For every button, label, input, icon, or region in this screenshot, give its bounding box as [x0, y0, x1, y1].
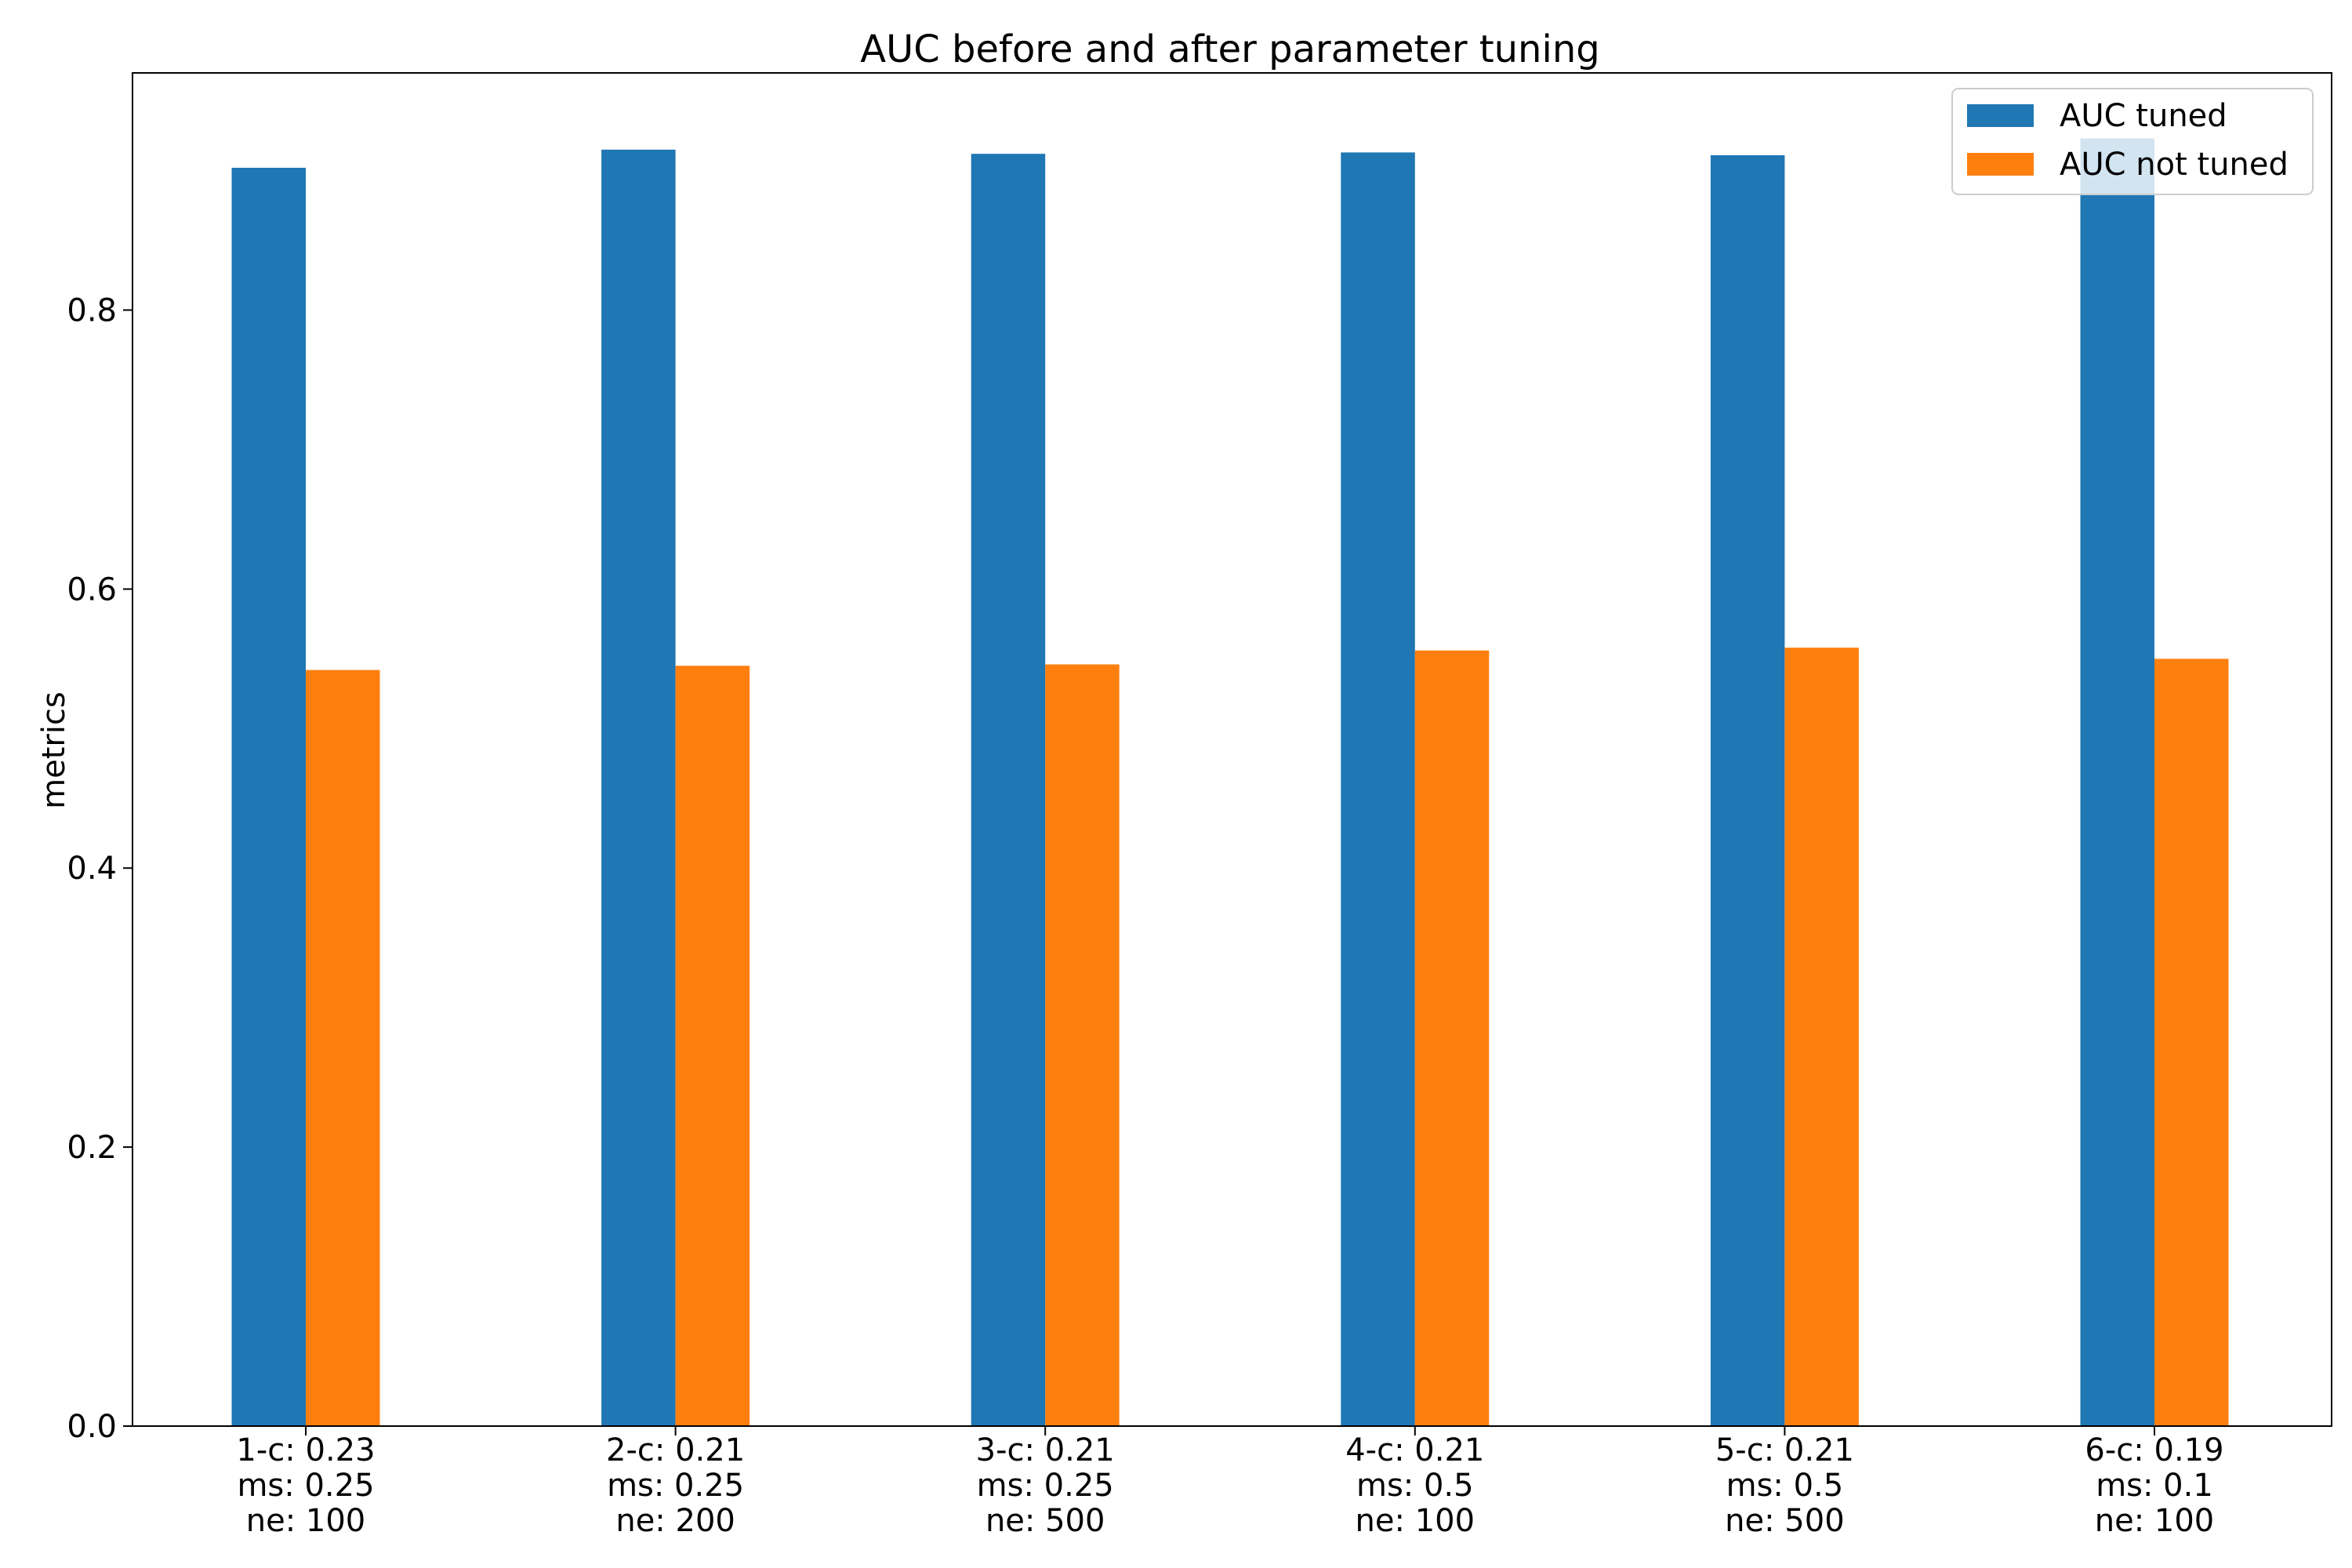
plot-frame: [132, 72, 2332, 1427]
legend-swatch-2: [1967, 153, 2034, 176]
x-tick-label-6: 6-c: 0.19 ms: 0.1 ne: 100: [2085, 1432, 2223, 1539]
bar-tuned-5: [1710, 154, 1785, 1426]
x-tick-label-line: ne: 500: [1725, 1503, 1845, 1539]
bar-not-tuned-6: [2154, 659, 2229, 1426]
y-axis-label: metrics: [36, 691, 72, 809]
x-tick-label-line: ms: 0.25: [977, 1468, 1114, 1504]
x-tick-label-2: 2-c: 0.21 ms: 0.25 ne: 200: [606, 1432, 745, 1539]
x-tick-label-line: ms: 0.5: [1356, 1468, 1474, 1504]
x-tick-label-3: 3-c: 0.21 ms: 0.25 ne: 500: [976, 1432, 1115, 1539]
bar-tuned-6: [2080, 138, 2154, 1427]
bar-tuned-2: [601, 149, 676, 1427]
y-tick-label: 0.2: [67, 1130, 117, 1166]
x-tick-label-line: ne: 100: [246, 1503, 366, 1539]
x-tick-label-line: ne: 100: [1356, 1503, 1475, 1539]
legend-label-2: AUC not tuned: [2060, 147, 2288, 183]
x-tick-label-4: 4-c: 0.21 ms: 0.5 ne: 100: [1345, 1432, 1484, 1539]
bar-tuned-4: [1341, 152, 1415, 1426]
legend-box: [1951, 88, 2314, 195]
bar-not-tuned-4: [1414, 650, 1490, 1426]
legend-swatch-1: [1967, 104, 2034, 127]
y-tick-label: 0.6: [67, 572, 117, 608]
bars-layer: [231, 138, 2229, 1427]
x-tick-label-line: 2-c: 0.21: [606, 1432, 745, 1468]
x-tick-label-line: 1-c: 0.23: [236, 1432, 375, 1468]
bar-not-tuned-1: [306, 670, 380, 1426]
x-tick-label-5: 5-c: 0.21 ms: 0.5 ne: 500: [1715, 1432, 1854, 1539]
chart-title: AUC before and after parameter tuning: [860, 27, 1599, 71]
y-tick-label: 0.4: [67, 851, 117, 887]
x-tick-label-line: ms: 0.25: [237, 1468, 374, 1504]
x-tick-label-line: ms: 0.25: [607, 1468, 744, 1504]
x-tick-label-line: ms: 0.1: [2096, 1468, 2213, 1504]
x-tick-label-line: ms: 0.5: [1726, 1468, 1844, 1504]
y-tick-label: 0.8: [67, 292, 117, 328]
x-tick-label-line: 5-c: 0.21: [1715, 1432, 1854, 1468]
x-tick-label-line: 6-c: 0.19: [2085, 1432, 2223, 1468]
x-tick-label-line: 4-c: 0.21: [1345, 1432, 1484, 1468]
x-tick-label-line: 3-c: 0.21: [976, 1432, 1115, 1468]
y-axis: 0.0 0.2 0.4 0.6 0.8: [67, 292, 132, 1445]
x-tick-label-line: ne: 200: [615, 1503, 735, 1539]
bar-tuned-1: [231, 167, 306, 1427]
x-tick-label-line: ne: 100: [2095, 1503, 2215, 1539]
x-tick-label-1: 1-c: 0.23 ms: 0.25 ne: 100: [236, 1432, 375, 1539]
legend-label-1: AUC tuned: [2060, 98, 2227, 134]
bar-not-tuned-5: [1784, 648, 1859, 1426]
bar-tuned-3: [971, 154, 1046, 1427]
bar-not-tuned-3: [1045, 664, 1120, 1426]
y-tick-label: 0.0: [67, 1409, 117, 1445]
bar-not-tuned-2: [675, 666, 750, 1426]
legend: AUC tuned AUC not tuned: [1951, 88, 2314, 195]
x-tick-label-line: ne: 500: [985, 1503, 1105, 1539]
